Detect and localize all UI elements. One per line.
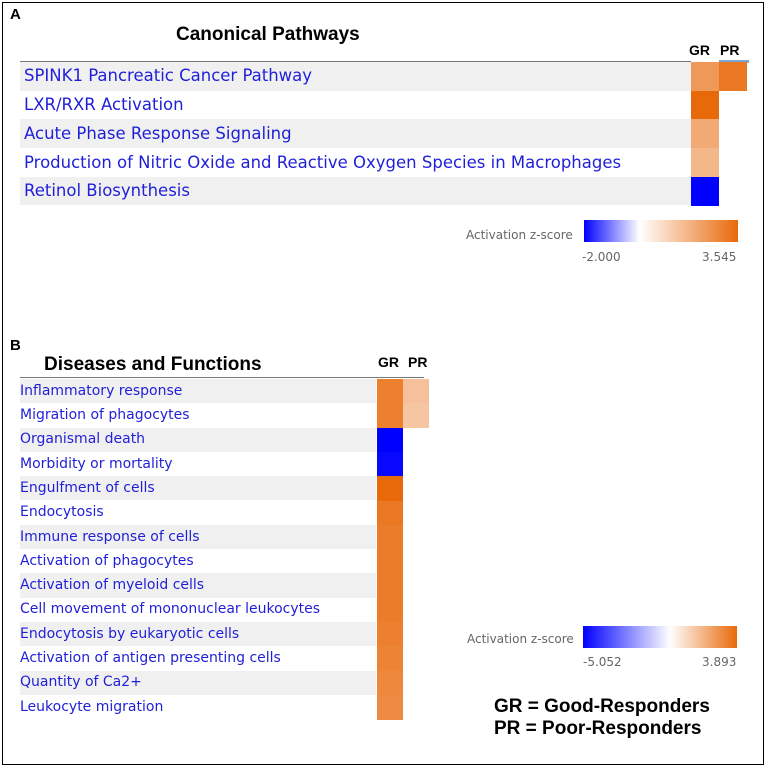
panel-b-cell-pr xyxy=(403,403,429,429)
panel-a-cell-gr xyxy=(691,90,719,120)
panel-b-legend-min: -5.052 xyxy=(583,655,622,669)
footnote-pr: PR = Poor-Responders xyxy=(494,718,702,739)
panel-a-header-rule xyxy=(20,61,691,62)
panel-a-row xyxy=(20,119,691,149)
panel-b-row-label[interactable]: Immune response of cells xyxy=(20,528,200,545)
panel-a-col-pr: PR xyxy=(720,42,740,58)
panel-b-cell-gr xyxy=(377,451,403,477)
panel-a-row-label[interactable]: Retinol Biosynthesis xyxy=(24,181,190,201)
panel-b-title: Diseases and Functions xyxy=(44,354,262,375)
panel-b-legend-max: 3.893 xyxy=(702,655,737,669)
panel-b-cell-gr xyxy=(377,597,403,623)
panel-b-cell-gr xyxy=(377,427,403,453)
panel-b-cell-gr xyxy=(377,524,403,550)
panel-b-row-label[interactable]: Engulfment of cells xyxy=(20,479,155,496)
panel-b-row-label[interactable]: Organismal death xyxy=(20,431,146,448)
panel-b-row xyxy=(20,524,376,550)
panel-a-cell-pr xyxy=(719,62,747,92)
panel-b-col-pr: PR xyxy=(408,354,428,370)
panel-a-letter: A xyxy=(10,6,21,23)
panel-b-row-label[interactable]: Cell movement of mononuclear leukocytes xyxy=(20,601,321,618)
panel-a-row xyxy=(20,176,691,206)
panel-a-row-label[interactable]: LXR/RXR Activation xyxy=(24,95,184,115)
panel-a-legend-min: -2.000 xyxy=(582,250,621,264)
panel-a-legend-title: Activation z-score xyxy=(466,228,573,242)
panel-b-cell-gr xyxy=(377,646,403,672)
footnote-gr: GR = Good-Responders xyxy=(494,696,710,717)
panel-b-row-label[interactable]: Leukocyte migration xyxy=(20,698,164,715)
panel-b-row xyxy=(20,476,376,501)
panel-b-row-label[interactable]: Endocytosis xyxy=(20,504,104,521)
panel-b-letter: B xyxy=(10,337,21,354)
panel-b-row-label[interactable]: Morbidity or mortality xyxy=(20,455,173,472)
panel-b-legend-bar xyxy=(583,626,737,648)
panel-a-cell-gr xyxy=(691,119,719,149)
panel-a-row xyxy=(20,62,691,91)
panel-b-row xyxy=(20,622,376,647)
panel-b-row-label[interactable]: Endocytosis by eukaryotic cells xyxy=(20,625,240,642)
panel-b-cell-pr xyxy=(403,379,429,404)
panel-a-legend-max: 3.545 xyxy=(702,250,737,264)
panel-b-row-label[interactable]: Activation of myeloid cells xyxy=(20,577,205,594)
panel-b-col-gr: GR xyxy=(378,354,399,370)
panel-b-header-rule xyxy=(20,377,424,378)
panel-b-legend-title: Activation z-score xyxy=(467,632,574,646)
panel-b-cell-gr xyxy=(377,476,403,501)
panel-a-cell-gr xyxy=(691,148,719,178)
panel-b-row-label[interactable]: Quantity of Ca2+ xyxy=(20,674,142,691)
panel-b-cell-gr xyxy=(377,549,403,574)
panel-b-cell-gr xyxy=(377,500,403,526)
panel-b-cell-gr xyxy=(377,403,403,429)
panel-b-row-label[interactable]: Activation of antigen presenting cells xyxy=(20,650,281,667)
panel-b-cell-gr xyxy=(377,573,403,599)
panel-b-cell-gr xyxy=(377,694,403,720)
panel-b-cell-gr xyxy=(377,379,403,404)
panel-b-cell-gr xyxy=(377,622,403,647)
panel-a-cell-gr xyxy=(691,176,719,206)
panel-a-title: Canonical Pathways xyxy=(176,24,360,45)
panel-b-row xyxy=(20,379,376,404)
panel-b-row xyxy=(20,427,376,452)
panel-b-row-label[interactable]: Migration of phagocytes xyxy=(20,407,190,424)
panel-b-row-label[interactable]: Inflammatory response xyxy=(20,382,183,399)
panel-b-cell-gr xyxy=(377,670,403,696)
panel-b-row xyxy=(20,670,376,695)
panel-a-row-label[interactable]: SPINK1 Pancreatic Cancer Pathway xyxy=(24,66,313,86)
panel-a-col-gr: GR xyxy=(689,42,710,58)
panel-a-cell-gr xyxy=(691,62,719,92)
panel-a-legend-bar xyxy=(584,220,738,242)
panel-a-row-label[interactable]: Acute Phase Response Signaling xyxy=(24,123,292,143)
panel-b-row-label[interactable]: Activation of phagocytes xyxy=(20,552,194,569)
panel-a-pr-accent xyxy=(719,60,749,63)
panel-b-row xyxy=(20,573,376,598)
panel-a-row-label[interactable]: Production of Nitric Oxide and Reactive … xyxy=(24,152,622,172)
